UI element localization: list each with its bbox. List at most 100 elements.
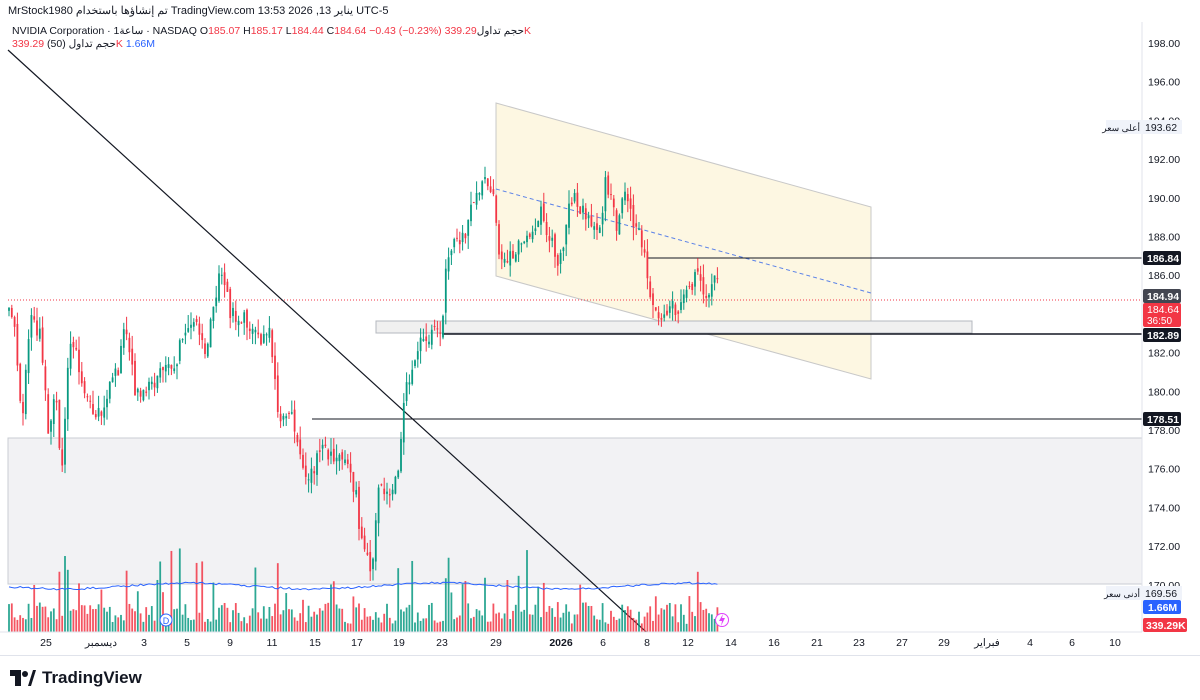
volume-bar (271, 616, 274, 632)
candle (234, 300, 237, 331)
volume-bar (349, 623, 352, 632)
volume-bar (668, 602, 671, 632)
time-axis[interactable]: 25 ديسمبر 3 5 9 11 15 17 19 23 29 2026 6 8 12 14 16 21 23 2… (0, 631, 1142, 649)
candle (635, 214, 638, 236)
lightning-icon[interactable] (715, 613, 729, 627)
volume-bar (304, 622, 307, 632)
candle (590, 203, 593, 228)
candle (699, 265, 702, 292)
support-zone[interactable] (7, 437, 1142, 585)
candle (251, 323, 254, 345)
volume-bar (419, 620, 422, 632)
time-tick-label: 3 (141, 637, 147, 649)
volume-bar (120, 614, 122, 632)
candle (428, 334, 430, 348)
candle (83, 377, 86, 399)
candle (688, 281, 691, 290)
candle (327, 448, 330, 466)
candle (220, 267, 223, 285)
candle (531, 225, 534, 243)
low-value: 184.44 (291, 25, 324, 37)
volume-bar (290, 609, 293, 632)
svg-text:178.51: 178.51 (1147, 414, 1179, 426)
volume-bar (682, 614, 685, 632)
downtrend-line[interactable] (7, 49, 655, 640)
candle (470, 191, 472, 227)
candle (80, 361, 83, 387)
candle (257, 319, 260, 339)
volume-bar (240, 621, 243, 632)
open-value: 185.07 (208, 25, 241, 37)
close-label: C (326, 25, 335, 37)
candle (506, 249, 509, 264)
candle (170, 364, 173, 376)
volume-ma-label[interactable]: حجم تداول (50) (47, 38, 116, 50)
volume-bar (512, 610, 514, 632)
volume-bar (139, 613, 142, 632)
candle (282, 413, 285, 427)
candle (391, 483, 394, 501)
volume-bar (587, 605, 590, 632)
volume-bar (643, 616, 646, 632)
volume-bar (83, 605, 86, 632)
volume-bar (570, 623, 573, 632)
candle (685, 285, 688, 303)
volume-bar (80, 605, 83, 632)
publish-datetime: يناير 13, 2026 13:53 UTC-5 (257, 5, 389, 17)
candle (97, 395, 100, 422)
volume-bar (153, 620, 156, 632)
channel-midline[interactable] (495, 188, 872, 294)
consolidation-box[interactable] (375, 320, 973, 334)
tradingview-logo[interactable]: TradingView (10, 668, 142, 688)
volume-bar (596, 619, 598, 632)
candle (436, 320, 439, 338)
volume-bar (346, 623, 349, 632)
candle (237, 315, 240, 337)
volume-bar (486, 621, 489, 632)
volume-bar (38, 602, 41, 632)
candle (145, 386, 148, 397)
volume-bar (94, 608, 97, 632)
chart-legend[interactable]: NVIDIA Corporation · 1ساعة · NASDAQ O185… (12, 25, 531, 51)
candle (568, 190, 570, 235)
time-tick-label: 17 (351, 637, 363, 649)
candle (514, 252, 517, 263)
candles (8, 166, 719, 581)
candle (36, 307, 38, 341)
candle (663, 304, 666, 322)
candle (302, 448, 304, 470)
volume-bar (624, 610, 626, 632)
candle (405, 372, 408, 406)
volume-bar (19, 615, 22, 632)
candle (198, 316, 201, 346)
low-label: L (285, 25, 292, 37)
price-tick-label: 172.00 (1148, 541, 1180, 553)
candle (215, 285, 218, 313)
level-pill-182-89: 182.89 (1143, 328, 1181, 342)
volume-bar (629, 609, 632, 632)
volume-bar (526, 550, 528, 632)
volume-bar (293, 617, 296, 632)
candle (654, 307, 657, 312)
candle (94, 410, 97, 420)
volume-bar (694, 616, 696, 632)
volume-bars (8, 548, 719, 632)
candle (131, 335, 134, 376)
volume-bar (198, 612, 201, 632)
volume-bar (391, 623, 394, 632)
volume-ma-row: حجم تداول (50) 339.29K 1.66M (12, 38, 531, 51)
volume-bar (100, 589, 103, 632)
candle (680, 289, 682, 314)
candle (106, 389, 108, 420)
volume-bar (274, 603, 276, 632)
author-name[interactable]: MrStock1980 (8, 5, 73, 17)
candle (44, 359, 47, 401)
volume-bar (327, 602, 330, 632)
symbol-title[interactable]: NVIDIA Corporation · 1ساعة · NASDAQ (12, 25, 197, 37)
dividend-marker[interactable]: D (159, 613, 173, 627)
volume-bar (411, 560, 414, 632)
candle (433, 319, 436, 331)
volume-bar (503, 613, 506, 632)
volume-bar (565, 604, 568, 632)
